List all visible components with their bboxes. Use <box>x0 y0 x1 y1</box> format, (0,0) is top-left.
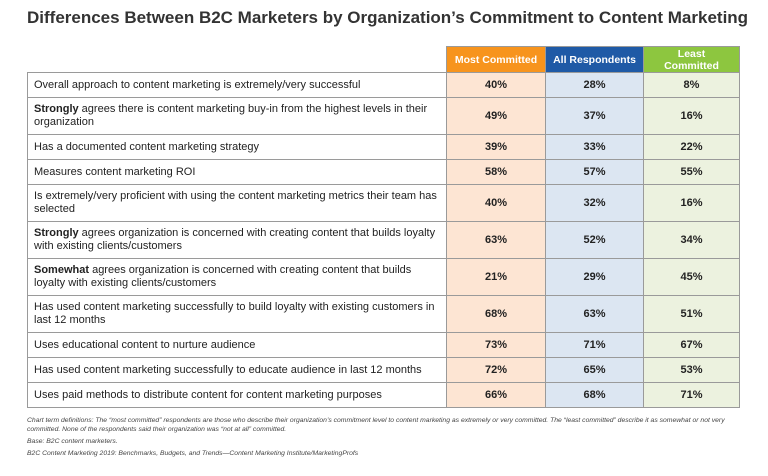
table: Most Committed All Respondents Least Commi… <box>27 46 740 408</box>
column-header: Least Committed <box>643 46 740 73</box>
cell-value: 39% <box>446 134 546 160</box>
row-label: Uses paid methods to distribute content … <box>27 382 447 408</box>
row-label: Overall approach to content marketing is… <box>27 72 447 98</box>
row-label-text: agrees there is content marketing buy-in… <box>34 103 428 128</box>
row-label-text: Has used content marketing successfully … <box>34 363 422 376</box>
row-label: Somewhat agrees organization is concerne… <box>27 258 447 296</box>
cell-value: 68% <box>545 382 644 408</box>
cell-value: 55% <box>643 159 740 185</box>
row: Has used content marketing successfully … <box>27 357 740 383</box>
cell-value: 32% <box>545 184 644 222</box>
cell-value: 22% <box>643 134 740 160</box>
row-label-text: Overall approach to content marketing is… <box>34 78 361 91</box>
row-label-text: Has used content marketing successfully … <box>34 301 435 326</box>
row-label-text: Is extremely/very proficient with using … <box>34 190 437 215</box>
row-label-bold: Somewhat <box>34 264 90 276</box>
row-label-text: Has a documented content marketing strat… <box>34 140 260 153</box>
cell-value: 51% <box>643 295 740 333</box>
cell-value: 28% <box>545 72 644 98</box>
cell-value: 66% <box>446 382 546 408</box>
row-label: Has a documented content marketing strat… <box>27 134 447 160</box>
cell-value: 68% <box>446 295 546 333</box>
base: Base: B2C content marketers. <box>27 438 118 445</box>
row: Uses educational content to nurture audi… <box>27 332 740 358</box>
cell-value: 52% <box>545 221 644 259</box>
row-label-bold: Strongly <box>34 103 79 115</box>
source: B2C Content Marketing 2019: Benchmarks, … <box>27 450 359 457</box>
column-header: All Respondents <box>545 46 644 73</box>
cell-value: 34% <box>643 221 740 259</box>
row-label-text: agrees organization is concerned with cr… <box>34 227 436 252</box>
cell-value: 8% <box>643 72 740 98</box>
cell-value: 57% <box>545 159 644 185</box>
header-row: Most Committed All Respondents Least Commi… <box>27 46 740 73</box>
cell-value: 63% <box>545 295 644 333</box>
blank-header <box>27 46 447 73</box>
row-label-text: Uses paid methods to distribute content … <box>34 388 382 401</box>
definitions: Chart term definitions: The “most commit… <box>27 417 725 433</box>
cell-value: 40% <box>446 72 546 98</box>
row-label: Is extremely/very proficient with using … <box>27 184 447 222</box>
cell-value: 67% <box>643 332 740 358</box>
cell-value: 71% <box>643 382 740 408</box>
row-label-text: Uses educational content to nurture audi… <box>34 338 256 351</box>
row-label-text: agrees organization is concerned with cr… <box>34 264 412 289</box>
cell-value: 71% <box>545 332 644 358</box>
cell-value: 73% <box>446 332 546 358</box>
row: Has used content marketing successfully … <box>27 295 740 333</box>
cell-value: 53% <box>643 357 740 383</box>
cell-value: 45% <box>643 258 740 296</box>
cell-value: 21% <box>446 258 546 296</box>
cell-value: 16% <box>643 97 740 135</box>
table-body: Overall approach to content marketing is… <box>27 72 740 408</box>
row-label: Strongly agrees organization is concerne… <box>27 221 447 259</box>
row: Somewhat agrees organization is concerne… <box>27 258 740 296</box>
cell-value: 63% <box>446 221 546 259</box>
cell-value: 58% <box>446 159 546 185</box>
cell-value: 33% <box>545 134 644 160</box>
row-label: Has used content marketing successfully … <box>27 295 447 333</box>
row: Strongly agrees organization is concerne… <box>27 221 740 259</box>
row: Overall approach to content marketing is… <box>27 72 740 98</box>
cell-value: 40% <box>446 184 546 222</box>
cell-value: 29% <box>545 258 644 296</box>
cell-value: 65% <box>545 357 644 383</box>
row-label: Has used content marketing successfully … <box>27 357 447 383</box>
row-label: Strongly agrees there is content marketi… <box>27 97 447 135</box>
row: Is extremely/very proficient with using … <box>27 184 740 222</box>
row-label-text: Measures content marketing ROI <box>34 165 196 178</box>
cell-value: 37% <box>545 97 644 135</box>
row-label-bold: Strongly <box>34 227 79 239</box>
cell-value: 49% <box>446 97 546 135</box>
footer: Chart term definitions: The “most commit… <box>27 416 747 461</box>
cell-value: 16% <box>643 184 740 222</box>
row: Strongly agrees there is content marketi… <box>27 97 740 135</box>
row: Has a documented content marketing strat… <box>27 134 740 160</box>
column-header: Most Committed <box>446 46 546 73</box>
row-label: Measures content marketing ROI <box>27 159 447 185</box>
row: Uses paid methods to distribute content … <box>27 382 740 408</box>
title: Differences Between B2C Marketers by Org… <box>27 8 749 27</box>
row: Measures content marketing ROI 58% 57% 55% <box>27 159 740 185</box>
cell-value: 72% <box>446 357 546 383</box>
row-label: Uses educational content to nurture audi… <box>27 332 447 358</box>
